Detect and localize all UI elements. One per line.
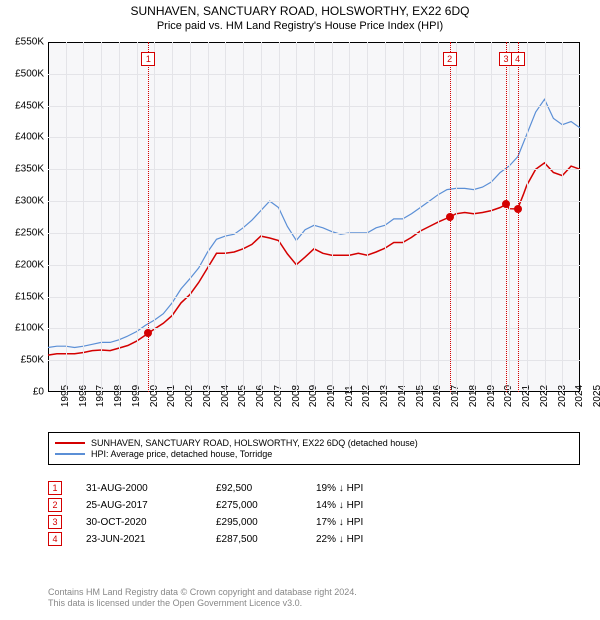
event-marker-line: [148, 42, 149, 392]
grid-line-v: [332, 42, 333, 392]
grid-line-v: [385, 42, 386, 392]
event-price: £275,000: [216, 500, 316, 511]
grid-line-v: [208, 42, 209, 392]
grid-line-v: [420, 42, 421, 392]
grid-line-v: [172, 42, 173, 392]
event-pct-vs-hpi: 14% ↓ HPI: [316, 500, 416, 511]
event-price: £295,000: [216, 517, 316, 528]
grid-line-v: [438, 42, 439, 392]
grid-line-v: [83, 42, 84, 392]
chart-container: SUNHAVEN, SANCTUARY ROAD, HOLSWORTHY, EX…: [0, 0, 600, 620]
y-axis-tick-label: £200K: [15, 259, 44, 270]
grid-line-v: [314, 42, 315, 392]
x-axis-tick-label: 2025: [580, 385, 600, 407]
event-number-box: 3: [48, 515, 62, 529]
y-axis-tick-label: £50K: [21, 355, 44, 366]
event-price: £92,500: [216, 483, 316, 494]
event-date: 23-JUN-2021: [86, 534, 216, 545]
grid-line-v: [66, 42, 67, 392]
sale-marker-dot: [514, 205, 522, 213]
grid-line-v: [491, 42, 492, 392]
chart-title: SUNHAVEN, SANCTUARY ROAD, HOLSWORTHY, EX…: [0, 4, 600, 18]
event-row: 4 23-JUN-2021£287,50022% ↓ HPI: [48, 532, 416, 546]
grid-line-v: [474, 42, 475, 392]
grid-line-v: [509, 42, 510, 392]
grid-line-v: [137, 42, 138, 392]
event-row: 2 25-AUG-2017£275,00014% ↓ HPI: [48, 498, 416, 512]
grid-line-v: [367, 42, 368, 392]
grid-line-v: [243, 42, 244, 392]
grid-line-v: [225, 42, 226, 392]
legend-row: SUNHAVEN, SANCTUARY ROAD, HOLSWORTHY, EX…: [55, 438, 573, 448]
grid-line-v: [562, 42, 563, 392]
y-axis-tick-label: £450K: [15, 100, 44, 111]
grid-line-v: [190, 42, 191, 392]
grid-line-v: [279, 42, 280, 392]
grid-line-v: [119, 42, 120, 392]
legend-box: SUNHAVEN, SANCTUARY ROAD, HOLSWORTHY, EX…: [48, 432, 580, 465]
event-marker-line: [506, 42, 507, 392]
event-marker-line: [518, 42, 519, 392]
grid-line-v: [527, 42, 528, 392]
y-axis-tick-label: £550K: [15, 37, 44, 48]
grid-line-v: [101, 42, 102, 392]
y-axis-tick-label: £350K: [15, 164, 44, 175]
y-axis-tick-label: £100K: [15, 323, 44, 334]
event-pct-vs-hpi: 17% ↓ HPI: [316, 517, 416, 528]
sale-marker-dot: [144, 329, 152, 337]
y-axis-tick-label: £0: [33, 387, 44, 398]
event-number-box: 1: [48, 481, 62, 495]
y-axis-tick-label: £150K: [15, 291, 44, 302]
legend-swatch: [55, 442, 85, 444]
event-marker-number: 2: [443, 52, 457, 66]
event-marker-number: 4: [511, 52, 525, 66]
grid-line-v: [296, 42, 297, 392]
event-row: 3 30-OCT-2020£295,00017% ↓ HPI: [48, 515, 416, 529]
event-date: 30-OCT-2020: [86, 517, 216, 528]
legend-swatch: [55, 453, 85, 455]
grid-line-v: [154, 42, 155, 392]
legend-row: HPI: Average price, detached house, Torr…: [55, 449, 573, 459]
event-pct-vs-hpi: 19% ↓ HPI: [316, 483, 416, 494]
grid-line-v: [456, 42, 457, 392]
grid-line-v: [403, 42, 404, 392]
event-date: 25-AUG-2017: [86, 500, 216, 511]
title-block: SUNHAVEN, SANCTUARY ROAD, HOLSWORTHY, EX…: [0, 0, 600, 34]
y-axis-tick-label: £500K: [15, 68, 44, 79]
grid-line-v: [349, 42, 350, 392]
event-row: 1 31-AUG-2000£92,50019% ↓ HPI: [48, 481, 416, 495]
event-marker-number: 1: [141, 52, 155, 66]
footer-line-2: This data is licensed under the Open Gov…: [48, 598, 357, 610]
event-pct-vs-hpi: 22% ↓ HPI: [316, 534, 416, 545]
sale-marker-dot: [502, 200, 510, 208]
chart-subtitle: Price paid vs. HM Land Registry's House …: [0, 20, 600, 32]
event-price: £287,500: [216, 534, 316, 545]
sale-marker-dot: [446, 213, 454, 221]
y-axis-tick-label: £300K: [15, 196, 44, 207]
y-axis-tick-label: £250K: [15, 227, 44, 238]
chart-plot-area: £0£50K£100K£150K£200K£250K£300K£350K£400…: [48, 42, 580, 392]
event-number-box: 4: [48, 532, 62, 546]
footer-line-1: Contains HM Land Registry data © Crown c…: [48, 587, 357, 599]
footer-attribution: Contains HM Land Registry data © Crown c…: [48, 587, 357, 610]
legend-label: HPI: Average price, detached house, Torr…: [91, 449, 272, 459]
grid-line-v: [261, 42, 262, 392]
event-number-box: 2: [48, 498, 62, 512]
event-date: 31-AUG-2000: [86, 483, 216, 494]
grid-line-v: [545, 42, 546, 392]
y-axis-tick-label: £400K: [15, 132, 44, 143]
legend-label: SUNHAVEN, SANCTUARY ROAD, HOLSWORTHY, EX…: [91, 438, 418, 448]
events-table: 1 31-AUG-2000£92,50019% ↓ HPI 2 25-AUG-2017…: [48, 478, 416, 549]
